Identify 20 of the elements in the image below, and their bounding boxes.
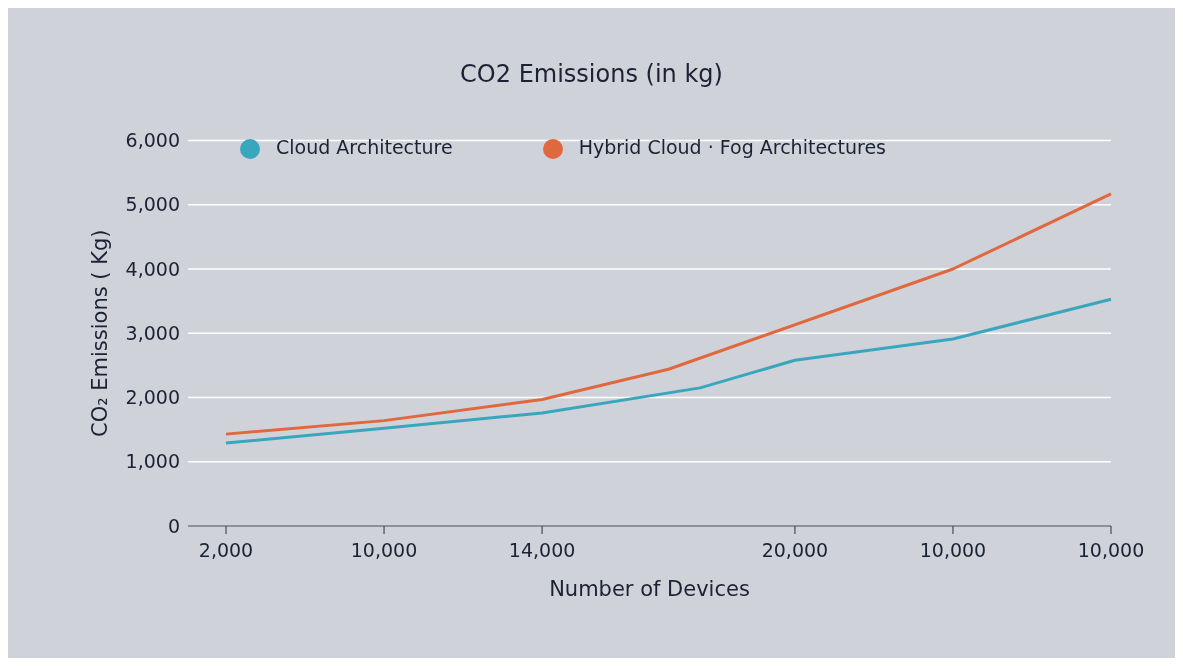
x-axis-title: Number of Devices [549, 577, 750, 601]
y-tick-label: 0 [167, 514, 180, 537]
y-tick-label: 1,000 [125, 450, 180, 473]
y-tick-label: 6,000 [125, 129, 180, 152]
legend-label: Cloud Architecture [275, 136, 453, 158]
y-tick-label: 2,000 [125, 386, 180, 409]
y-tick-label: 3,000 [125, 321, 180, 344]
x-tick-label: 14,000 [508, 539, 576, 562]
x-tick-label: 10,000 [1077, 539, 1145, 562]
x-tick-label: 20,000 [761, 539, 829, 562]
line-series [224, 192, 1113, 436]
y-axis-title: CO₂ Emissions ( Kg) [88, 229, 113, 437]
y-tick-label: 4,000 [125, 257, 180, 280]
y-tick-label: 5,000 [125, 193, 180, 216]
x-tick-label: 2,000 [198, 539, 254, 562]
line-series [224, 297, 1113, 445]
x-tick-label: 10,000 [350, 539, 418, 562]
legend-label: Hybrid Cloud · Fog Architectures [578, 136, 886, 158]
x-tick-label: 10,000 [919, 539, 987, 562]
chart-title: CO2 Emissions (in kg) [459, 60, 724, 88]
